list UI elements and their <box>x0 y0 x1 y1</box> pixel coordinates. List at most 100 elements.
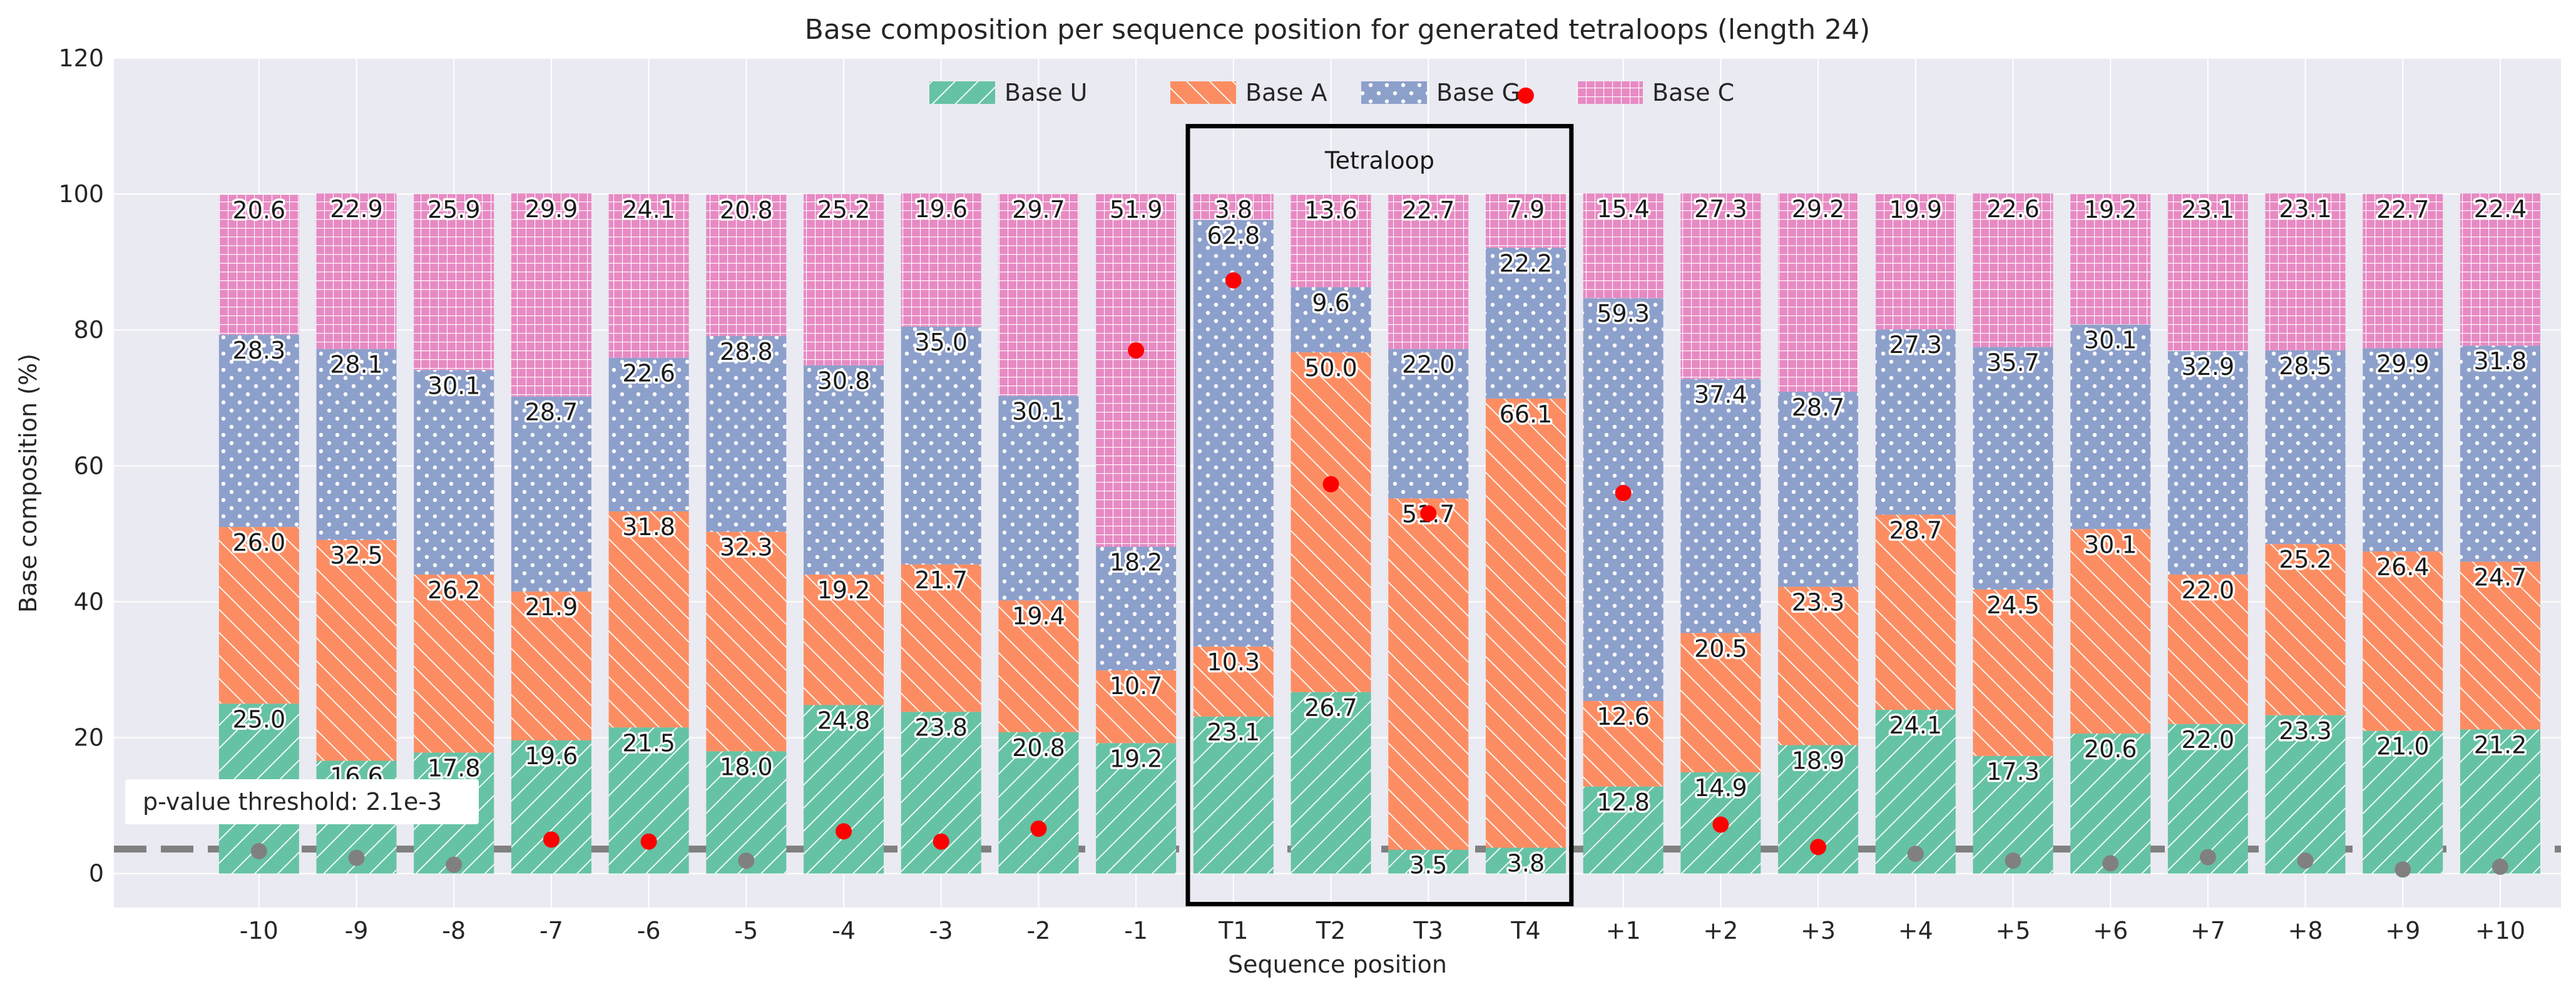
legend-swatch-hatch <box>1577 81 1643 104</box>
bar-segment-hatch <box>1291 692 1371 874</box>
tetraloop-region: Tetraloop <box>1185 124 1574 907</box>
bar-segment-hatch <box>1680 379 1761 633</box>
data-label: 27.3 <box>1889 331 1942 359</box>
bar-segment-hatch <box>1096 670 1177 744</box>
bar-segment-hatch <box>1875 194 1956 330</box>
bar-segment-hatch <box>1388 195 1469 349</box>
data-label: 22.0 <box>1402 351 1455 379</box>
bar-segment-hatch <box>706 195 787 337</box>
bar-segment-hatch <box>901 193 981 327</box>
data-label: 24.8 <box>817 707 871 734</box>
bar-segment-hatch <box>1875 329 1956 515</box>
x-tick-label: -2 <box>1027 917 1051 944</box>
x-tick-label: +7 <box>2190 917 2226 944</box>
data-label: 24.5 <box>1986 591 2040 619</box>
x-tick-label: T4 <box>1510 917 1540 944</box>
bar-segment-hatch <box>901 564 981 712</box>
x-axis-label: Sequence position <box>1228 951 1447 978</box>
bar-segment-group <box>608 194 689 358</box>
legend-swatch-hatch <box>929 81 995 104</box>
bar-segment-hatch <box>1193 716 1274 874</box>
data-label: 28.1 <box>330 351 383 379</box>
bar-segment-group <box>2070 194 2151 325</box>
x-tick-label: +5 <box>1995 917 2030 944</box>
y-axis-label: Base composition (%) <box>14 354 42 613</box>
data-label: 62.8 <box>1207 222 1260 249</box>
x-tick-label: +9 <box>2385 917 2420 944</box>
data-label: 29.2 <box>1792 195 1845 223</box>
data-label: 14.9 <box>1694 774 1747 802</box>
bar-segment-hatch <box>1485 247 1566 399</box>
data-label: 25.2 <box>817 196 871 223</box>
bar-segment-hatch <box>2460 345 2540 562</box>
x-tick-label: -1 <box>1124 917 1148 944</box>
bar-segment-hatch <box>218 334 299 528</box>
bar-segment-group <box>2363 730 2443 874</box>
bar-segment-hatch <box>2363 730 2443 874</box>
bar-segment-hatch <box>1778 193 1859 392</box>
data-label: 18.0 <box>720 753 773 780</box>
bar-segment-hatch <box>1291 352 1371 692</box>
bar-segment-hatch <box>1583 786 1664 874</box>
bar-segment-hatch <box>1485 398 1566 848</box>
data-label: 7.9 <box>1507 196 1545 223</box>
bar-segment-group <box>1291 352 1371 692</box>
data-label: 22.6 <box>622 360 675 387</box>
bar-segment-group <box>1583 193 1664 299</box>
data-label: 19.6 <box>525 742 578 770</box>
data-label: 19.6 <box>914 195 968 223</box>
bar-segment-group <box>1583 786 1664 874</box>
significance-point <box>348 849 365 866</box>
bar-segment-group <box>1096 194 1177 547</box>
data-label: 37.4 <box>1694 381 1747 408</box>
data-label: 22.6 <box>1986 195 2040 223</box>
data-label: 26.4 <box>2376 553 2430 581</box>
bar-segment-hatch <box>2265 544 2346 715</box>
x-tick-label: -8 <box>442 917 466 944</box>
significance-point <box>933 833 949 850</box>
legend-swatch-hatch <box>1361 81 1427 104</box>
data-label: 19.2 <box>1110 745 1163 772</box>
bar-segment-group <box>1875 194 1956 330</box>
significance-point <box>1420 505 1437 522</box>
data-label: 13.6 <box>1304 197 1357 224</box>
data-label: 18.9 <box>1792 747 1845 775</box>
bar-segment-group <box>1778 392 1859 587</box>
significance-point <box>446 856 463 873</box>
significance-point <box>1128 342 1145 359</box>
x-tick-label: -3 <box>929 917 953 944</box>
bar-segment-hatch <box>2167 575 2248 724</box>
bar-segment-group <box>511 193 591 397</box>
legend-item: Base U <box>929 79 1087 106</box>
bar-segment-group <box>1291 287 1371 353</box>
legend-label: Base U <box>1004 79 1087 106</box>
bar-segment-group <box>608 357 689 512</box>
x-tick-label: -9 <box>345 917 369 944</box>
bar-segment-group <box>1388 498 1469 850</box>
data-label: 19.2 <box>2084 196 2137 223</box>
bar-segment-hatch <box>1193 647 1274 717</box>
bar-segment-group <box>1388 849 1469 874</box>
bar-segment-group <box>1485 398 1566 848</box>
x-tick-label: T2 <box>1316 917 1346 944</box>
data-label: 23.3 <box>2279 717 2332 745</box>
legend-item: Base C <box>1577 79 1734 106</box>
bar-segment-hatch <box>1096 546 1177 671</box>
x-tick-label: +2 <box>1703 917 1738 944</box>
bar-segment-hatch <box>1388 349 1469 499</box>
bar-segment-hatch <box>2070 324 2151 529</box>
bar-segment-hatch <box>1680 633 1761 772</box>
data-label: 19.9 <box>1889 196 1942 223</box>
bar-segment-group <box>2167 723 2248 874</box>
chart-title: Base composition per sequence position f… <box>805 14 1871 46</box>
bar-segment-group <box>1778 193 1859 392</box>
data-label: 22.9 <box>330 195 383 223</box>
bar-segment-group <box>414 575 494 753</box>
data-label: 21.9 <box>525 593 578 621</box>
bar-segment-hatch <box>511 591 591 740</box>
bar-segment-group <box>706 195 787 337</box>
bar-segment-group <box>511 740 591 874</box>
significance-point <box>1907 846 1924 862</box>
data-label: 19.2 <box>817 576 871 604</box>
bar-segment-group <box>1973 347 2053 590</box>
